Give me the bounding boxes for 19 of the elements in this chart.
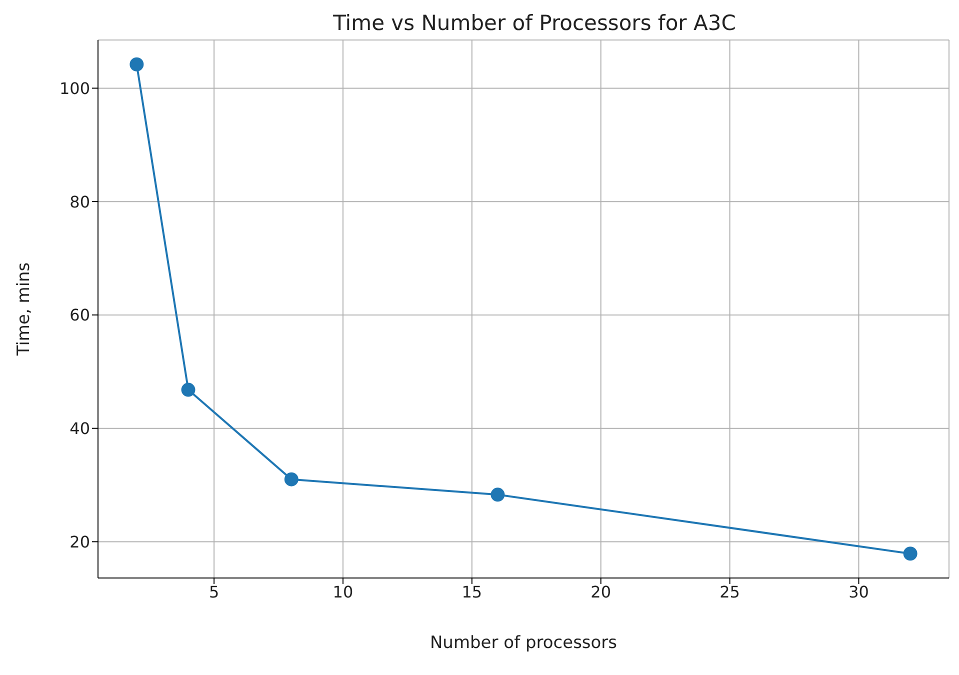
y-tick-label: 40 [70, 419, 90, 438]
point [181, 382, 196, 397]
y-tick-label: 20 [70, 532, 90, 552]
x-tick-label: 20 [590, 582, 612, 602]
x-tick-label: 5 [208, 582, 220, 602]
x-tick-label: 10 [332, 582, 354, 602]
chart-title: Time vs Number of Processors for A3C [332, 10, 737, 37]
point [284, 472, 298, 486]
point [130, 57, 144, 72]
point [903, 546, 918, 561]
x-tick-label: 30 [848, 582, 869, 602]
y-tick-label: 60 [70, 306, 90, 325]
point [490, 488, 505, 502]
x-tick-label: 15 [462, 582, 482, 602]
y-tick-label: 100 [59, 78, 90, 98]
y-axis-title: Time, mins [14, 262, 34, 357]
y-tick-label: 80 [70, 192, 90, 212]
x-tick-label: 25 [720, 582, 740, 602]
x-axis-title: Number of processors [430, 633, 618, 653]
